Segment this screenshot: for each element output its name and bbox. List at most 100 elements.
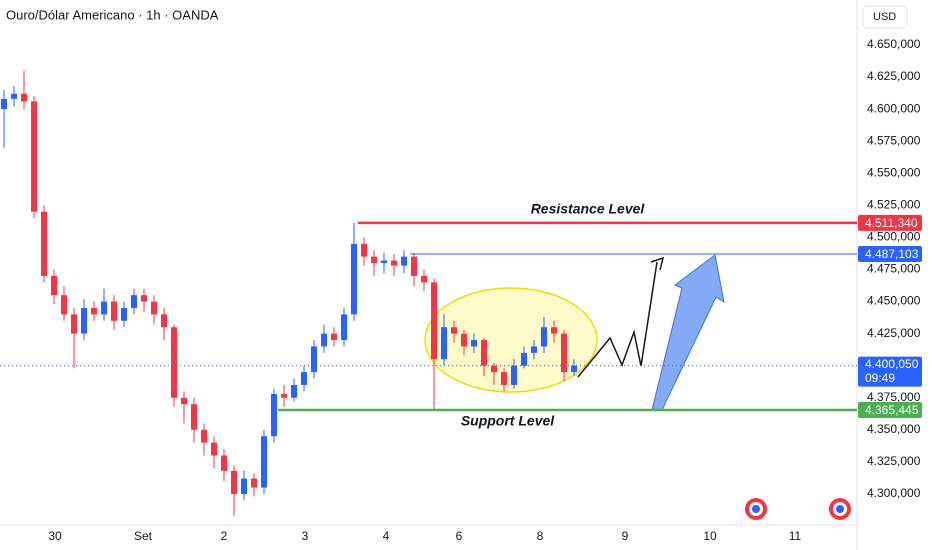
- x-tick-label: Set: [134, 529, 153, 543]
- last-price-label: 4.400,050: [865, 357, 919, 371]
- last-price-box: [858, 356, 922, 387]
- y-tick-label: 4.350,000: [867, 422, 921, 436]
- x-tick-label: 6: [456, 529, 463, 543]
- candle-body: [321, 333, 327, 347]
- candle-body: [91, 307, 97, 315]
- candle-body: [181, 397, 187, 405]
- candle-body: [491, 365, 497, 373]
- candle-body: [231, 470, 237, 494]
- candle-body: [121, 307, 127, 321]
- candle-body: [161, 314, 167, 328]
- flag-icon: [745, 498, 767, 520]
- candle-body: [171, 327, 177, 398]
- y-tick-label: 4.475,000: [867, 262, 921, 276]
- x-tick-label: 9: [622, 529, 629, 543]
- candle-body: [261, 436, 267, 488]
- candle-body: [101, 301, 107, 315]
- candle-body: [51, 275, 57, 296]
- flag-icon: [829, 498, 851, 520]
- candle-body: [301, 372, 307, 385]
- candle-body: [141, 295, 147, 302]
- price-label: 4.365,445: [865, 403, 919, 417]
- y-tick-label: 4.300,000: [867, 486, 921, 500]
- x-tick-label: 8: [537, 529, 544, 543]
- y-tick-label: 4.600,000: [867, 101, 921, 115]
- candle-body: [201, 429, 207, 443]
- candle-body: [511, 365, 517, 385]
- x-tick-label: 11: [789, 529, 802, 543]
- y-tick-label: 4.375,000: [867, 390, 921, 404]
- y-tick-label: 4.425,000: [867, 326, 921, 340]
- level-label: Resistance Level: [531, 201, 646, 217]
- candle-body: [441, 327, 447, 360]
- candle-body: [431, 282, 437, 360]
- candle-body: [351, 243, 357, 315]
- price-label: 4.511,340: [865, 216, 918, 230]
- level-label: Support Level: [461, 413, 555, 429]
- candle-body: [11, 93, 17, 99]
- candle-body: [71, 314, 77, 334]
- candle-body: [191, 404, 197, 430]
- chart-title: Ouro/Dólar Americano · 1h · OANDA: [6, 7, 219, 22]
- candle-body: [411, 256, 417, 276]
- candle-body: [391, 260, 397, 266]
- candle-body: [531, 346, 537, 353]
- candle-body: [371, 256, 377, 264]
- candle-body: [331, 333, 337, 341]
- candle-body: [501, 372, 507, 385]
- candle-body: [291, 384, 297, 398]
- candle-body: [521, 352, 527, 366]
- candle-body: [131, 295, 137, 308]
- candle-body: [61, 295, 67, 315]
- arrow-head: [650, 256, 665, 271]
- x-tick-label: 10: [703, 529, 717, 543]
- y-tick-label: 4.450,000: [867, 294, 921, 308]
- price-label-box: [858, 245, 922, 262]
- x-tick-label: 30: [48, 529, 62, 543]
- price-label-box: [858, 402, 922, 419]
- y-tick-label: 4.325,000: [867, 454, 921, 468]
- candle-body: [541, 327, 547, 347]
- candle-body: [271, 393, 277, 437]
- candle-body: [21, 93, 27, 102]
- x-tick-label: 2: [221, 529, 228, 543]
- projection-arrow: [651, 254, 725, 411]
- candle-body: [461, 333, 467, 347]
- candle-body: [341, 314, 347, 341]
- candle-body: [31, 101, 37, 212]
- y-tick-label: 4.525,000: [867, 198, 921, 212]
- candle-body: [471, 340, 477, 347]
- price-label: 4.487,103: [865, 247, 919, 261]
- y-tick-label: 4.650,000: [867, 37, 921, 51]
- candle-body: [451, 327, 457, 334]
- y-tick-label: 4.500,000: [867, 230, 921, 244]
- candle-body: [481, 340, 487, 366]
- candle-body: [211, 442, 217, 456]
- countdown: 09:49: [865, 371, 895, 385]
- candle-body: [361, 243, 367, 257]
- candle-body: [111, 301, 117, 321]
- candle-body: [221, 455, 227, 471]
- candle-body: [241, 478, 247, 494]
- candle-body: [81, 307, 87, 334]
- candle-body: [421, 275, 427, 283]
- candle-body: [151, 301, 157, 315]
- candle-body: [1, 98, 7, 110]
- y-tick-label: 4.550,000: [867, 165, 921, 179]
- price-label-box: [858, 214, 922, 231]
- x-tick-label: 4: [383, 529, 390, 543]
- projection-path: [577, 261, 658, 378]
- candle-body: [251, 478, 257, 488]
- candle-body: [551, 327, 557, 334]
- y-tick-label: 4.625,000: [867, 69, 921, 83]
- candle-body: [311, 346, 317, 373]
- candle-body: [381, 260, 387, 264]
- x-tick-label: 3: [302, 529, 309, 543]
- currency-box[interactable]: [862, 5, 908, 29]
- currency[interactable]: USD: [873, 11, 896, 23]
- candle-body: [401, 256, 407, 266]
- candle-body: [41, 211, 47, 276]
- candle-body: [281, 393, 287, 398]
